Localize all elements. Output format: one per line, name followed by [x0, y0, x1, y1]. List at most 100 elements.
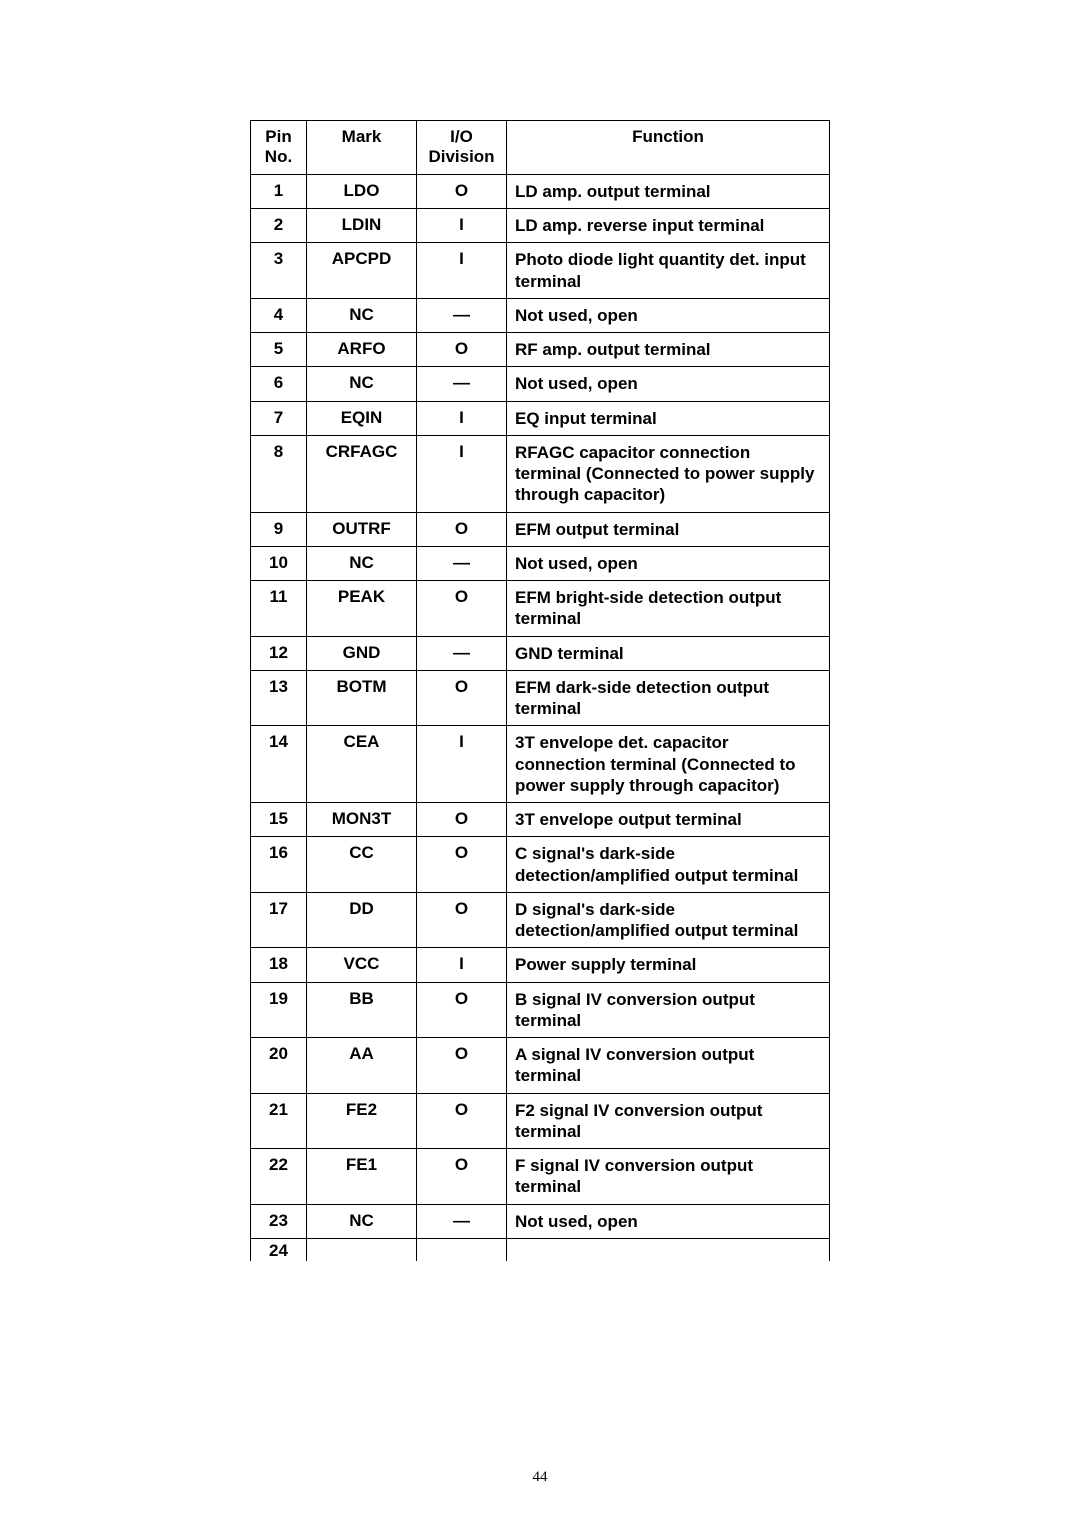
cell-function: Power supply terminal: [507, 948, 830, 982]
cell-function: 3T envelope output terminal: [507, 803, 830, 837]
cell-function: Not used, open: [507, 1204, 830, 1238]
cell-io: O: [417, 1038, 507, 1094]
table-row: 14CEAI3T envelope det. capacitor connect…: [251, 726, 830, 803]
table-row: 6NC—Not used, open: [251, 367, 830, 401]
cell-pin: 10: [251, 546, 307, 580]
header-pin-line2: No.: [265, 147, 292, 166]
cell-pin: 21: [251, 1093, 307, 1149]
cell-pin: 9: [251, 512, 307, 546]
cell-io: —: [417, 1204, 507, 1238]
cell-pin: 19: [251, 982, 307, 1038]
cell-pin: 7: [251, 401, 307, 435]
cell-pin: 12: [251, 636, 307, 670]
cell-mark: LDO: [307, 174, 417, 208]
table-row: 2LDINILD amp. reverse input terminal: [251, 209, 830, 243]
cell-pin: 1: [251, 174, 307, 208]
cell-io: O: [417, 1093, 507, 1149]
cell-function: D signal's dark-side detection/amplified…: [507, 892, 830, 948]
page-number: 44: [0, 1469, 1080, 1486]
table-row: 23NC—Not used, open: [251, 1204, 830, 1238]
cell-io: O: [417, 982, 507, 1038]
cell-mark: APCPD: [307, 243, 417, 299]
cell-function: F signal IV conversion output terminal: [507, 1149, 830, 1205]
cell-mark: FE1: [307, 1149, 417, 1205]
cell-pin: 24: [251, 1238, 307, 1261]
cell-function: B signal IV conversion output terminal: [507, 982, 830, 1038]
cell-mark: AA: [307, 1038, 417, 1094]
cell-mark: ARFO: [307, 333, 417, 367]
table-row: 13BOTMOEFM dark-side detection output te…: [251, 670, 830, 726]
cell-function: Not used, open: [507, 367, 830, 401]
page-container: Pin No. Mark I/O Division Function 1LDOO…: [0, 0, 1080, 1261]
cell-pin: 13: [251, 670, 307, 726]
header-function: Function: [507, 121, 830, 175]
cell-pin: 17: [251, 892, 307, 948]
cell-pin: 4: [251, 298, 307, 332]
cell-pin: 8: [251, 435, 307, 512]
cell-function: GND terminal: [507, 636, 830, 670]
table-row: 4NC—Not used, open: [251, 298, 830, 332]
cell-io: O: [417, 837, 507, 893]
table-row: 5ARFOORF amp. output terminal: [251, 333, 830, 367]
table-row: 11PEAKOEFM bright-side detection output …: [251, 581, 830, 637]
cell-function: LD amp. reverse input terminal: [507, 209, 830, 243]
cell-mark: CC: [307, 837, 417, 893]
cell-io: O: [417, 892, 507, 948]
table-row: 17DDOD signal's dark-side detection/ampl…: [251, 892, 830, 948]
table-row: 7EQINIEQ input terminal: [251, 401, 830, 435]
cell-function: EQ input terminal: [507, 401, 830, 435]
cell-pin: 11: [251, 581, 307, 637]
cell-pin: 5: [251, 333, 307, 367]
table-row: 16CCOC signal's dark-side detection/ampl…: [251, 837, 830, 893]
cell-mark: DD: [307, 892, 417, 948]
cell-io: —: [417, 546, 507, 580]
cell-mark: CRFAGC: [307, 435, 417, 512]
cell-mark: GND: [307, 636, 417, 670]
cell-mark: NC: [307, 367, 417, 401]
cell-io: I: [417, 948, 507, 982]
cell-function: EFM output terminal: [507, 512, 830, 546]
cell-empty: [417, 1238, 507, 1261]
cell-mark: LDIN: [307, 209, 417, 243]
cell-mark: MON3T: [307, 803, 417, 837]
cell-mark: BB: [307, 982, 417, 1038]
cell-io: O: [417, 174, 507, 208]
table-row: 3APCPDIPhoto diode light quantity det. i…: [251, 243, 830, 299]
cell-pin: 6: [251, 367, 307, 401]
cell-function: Not used, open: [507, 546, 830, 580]
table-row: 8CRFAGCIRFAGC capacitor connection termi…: [251, 435, 830, 512]
cell-io: —: [417, 367, 507, 401]
cell-pin: 2: [251, 209, 307, 243]
cell-function: EFM bright-side detection output termina…: [507, 581, 830, 637]
table-row: 22FE1OF signal IV conversion output term…: [251, 1149, 830, 1205]
cell-mark: NC: [307, 1204, 417, 1238]
cell-pin: 16: [251, 837, 307, 893]
cell-io: —: [417, 636, 507, 670]
cell-mark: VCC: [307, 948, 417, 982]
header-mark: Mark: [307, 121, 417, 175]
table-row: 19BBOB signal IV conversion output termi…: [251, 982, 830, 1038]
cell-function: 3T envelope det. capacitor connection te…: [507, 726, 830, 803]
table-row: 12GND—GND terminal: [251, 636, 830, 670]
cell-mark: CEA: [307, 726, 417, 803]
cell-function: RF amp. output terminal: [507, 333, 830, 367]
table-row: 10NC—Not used, open: [251, 546, 830, 580]
cell-mark: EQIN: [307, 401, 417, 435]
header-pin-no: Pin No.: [251, 121, 307, 175]
cell-io: O: [417, 803, 507, 837]
header-io-line2: Division: [428, 147, 494, 166]
cell-mark: NC: [307, 298, 417, 332]
cell-io: O: [417, 581, 507, 637]
cell-function: Photo diode light quantity det. input te…: [507, 243, 830, 299]
cell-io: O: [417, 670, 507, 726]
cell-mark: FE2: [307, 1093, 417, 1149]
cell-io: I: [417, 243, 507, 299]
cell-pin: 18: [251, 948, 307, 982]
cell-io: O: [417, 1149, 507, 1205]
table-row: 18VCCIPower supply terminal: [251, 948, 830, 982]
cell-pin: 20: [251, 1038, 307, 1094]
cell-io: I: [417, 726, 507, 803]
table-row: 9OUTRFOEFM output terminal: [251, 512, 830, 546]
table-row: 21FE2OF2 signal IV conversion output ter…: [251, 1093, 830, 1149]
cell-io: O: [417, 333, 507, 367]
